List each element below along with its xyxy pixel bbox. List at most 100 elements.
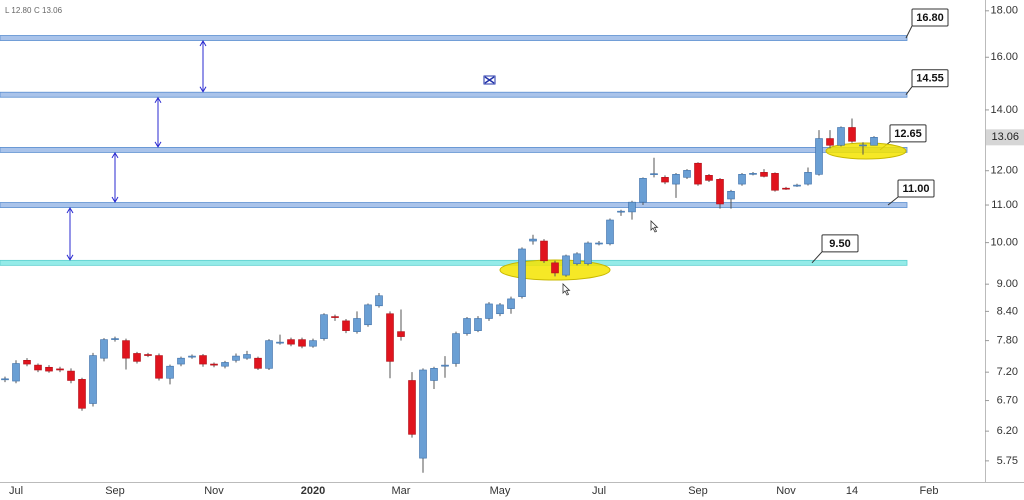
candle-body [221,362,229,367]
x-tick-label: Mar [392,485,411,497]
candle-body [342,320,350,331]
candle-body [265,340,273,369]
level-label: 11.00 [903,183,930,195]
candle-body [463,318,471,334]
candle-body [397,331,405,337]
candle-body [166,365,174,379]
arrow-head [199,40,207,93]
candle-body [540,240,548,262]
candle-body [177,357,185,365]
level-band [0,259,908,266]
candle-body [705,175,713,181]
highlight [825,142,907,160]
level-band [0,202,908,208]
candle-body [474,318,482,331]
x-tick-label: Nov [776,485,796,497]
candle-body [771,173,779,191]
y-tick-label: 5.75 [997,455,1018,467]
candle-body [331,316,339,318]
candle-body [298,339,306,347]
candle-body [529,238,537,242]
candle-body [628,201,636,213]
y-tick-label: 12.00 [990,165,1018,177]
levels: 16.80 14.55 12.65 11.00 9.50 [0,8,949,266]
candle-body [650,173,658,175]
candle-body [815,138,823,175]
x-tick-label: Jul [9,485,23,497]
candle-body [782,187,790,190]
level-band [0,147,908,153]
candle-body [661,177,669,183]
level-band [0,91,908,98]
level-connector [887,196,899,206]
candle-body [837,127,845,146]
arrow-head [154,96,162,148]
candle-body [518,248,526,297]
y-tick-label: 16.00 [990,51,1018,63]
candle-body [573,253,581,264]
candle-body [749,173,757,175]
candle-body [100,339,108,359]
candle-body [606,219,614,245]
y-tick-label: 6.70 [997,394,1018,406]
level-label-box [889,124,927,143]
candle-body [617,210,625,213]
x-tick-label: Nov [204,485,224,497]
candle-body [485,303,493,319]
candle-body [716,179,724,205]
candle-body [34,364,42,371]
candle-body [793,184,801,187]
level-connector [905,25,913,39]
x-tick-label: May [490,485,511,497]
candle-body [353,318,361,332]
y-tick-label: 7.20 [997,366,1018,378]
candle-body [133,353,141,362]
y-tick-label: 7.80 [997,335,1018,347]
candle-body [408,380,416,435]
candle-body [804,172,812,185]
candle-body [386,313,394,362]
candle-body [639,178,647,203]
candle-body [727,190,735,200]
candle-body [507,298,515,309]
candle-body [595,242,603,245]
candle-body [672,174,680,185]
candle-body [243,354,251,359]
level-label: 16.80 [916,12,944,24]
candle-body [1,378,9,381]
level-label-box [911,69,949,88]
candle-body [859,144,867,147]
candle-body [45,366,53,372]
y-tick-label: 9.00 [997,278,1018,290]
candle-body [309,340,317,347]
cursor-icon [562,283,571,296]
level-label-box [821,234,859,253]
candle-body [848,127,856,142]
candle-body [67,370,75,381]
level-label: 14.55 [916,73,944,85]
y-tick-label: 10.00 [990,237,1018,249]
cursor-icon [650,220,659,233]
candle-body [89,355,97,404]
level-band [0,35,908,41]
candle-body [562,255,570,276]
candle-body [441,364,449,367]
candle-body [122,340,130,359]
candle-body [826,138,834,146]
y-tick-label: 11.00 [991,199,1018,211]
x-tick-label: Sep [688,485,708,497]
flag-icon [483,75,496,85]
candle-body [452,333,460,364]
candle-body [12,363,20,382]
ohlc-close: C 13.06 [34,6,63,15]
x-tick-label: 2020 [301,485,325,497]
y-tick-label: 6.20 [997,425,1018,437]
y-tick-label: 14.00 [990,104,1018,116]
level-connector [905,86,913,96]
candle-body [430,368,438,381]
candle-body [155,355,163,379]
candle-body [111,338,119,340]
y-tick-label: 8.40 [997,305,1018,317]
last-price-box [986,129,1024,146]
x-tick-label: Feb [920,485,939,497]
